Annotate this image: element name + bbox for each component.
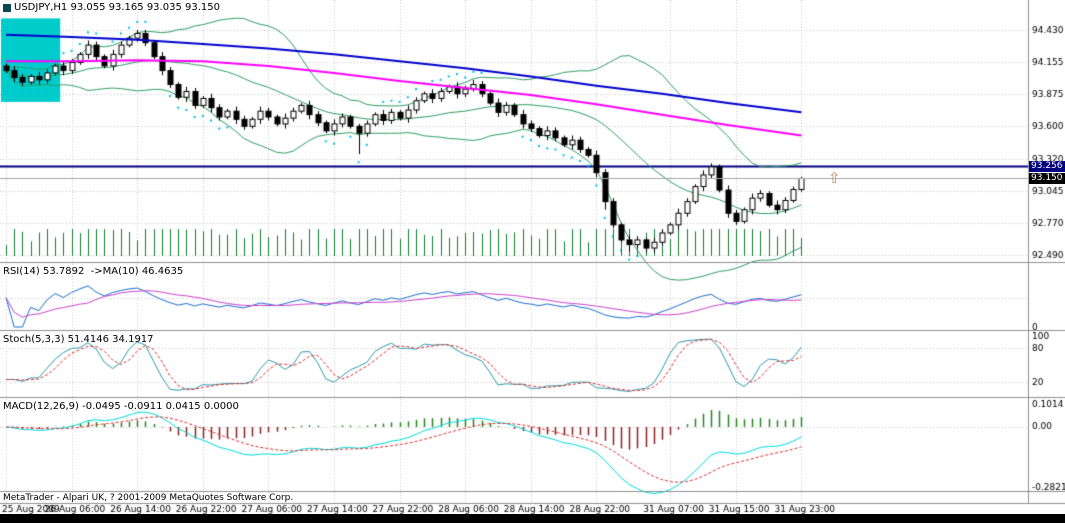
copyright-text: MetaTrader - Alpari UK, ? 2001-2009 Meta… [3,493,294,503]
macd-pane-label: MACD(12,26,9) -0.0495 -0.0911 0.0415 0.0… [3,401,239,412]
bottom-bar [0,514,1065,523]
chart-title-ohlc: USDJPY,H1 93.055 93.165 93.035 93.150 [14,2,220,13]
rsi-pane-label: RSI(14) 53.7892 ->MA(10) 46.4635 [3,266,184,277]
hline-price-tag: 93.256 [1029,161,1065,172]
stoch-pane-label: Stoch(5,3,3) 51.4146 34.1917 [3,334,154,345]
up-arrow-icon[interactable]: ⇧ [828,169,841,187]
current-price-tag: 93.150 [1029,173,1065,184]
chart-symbol-icon [3,4,11,12]
